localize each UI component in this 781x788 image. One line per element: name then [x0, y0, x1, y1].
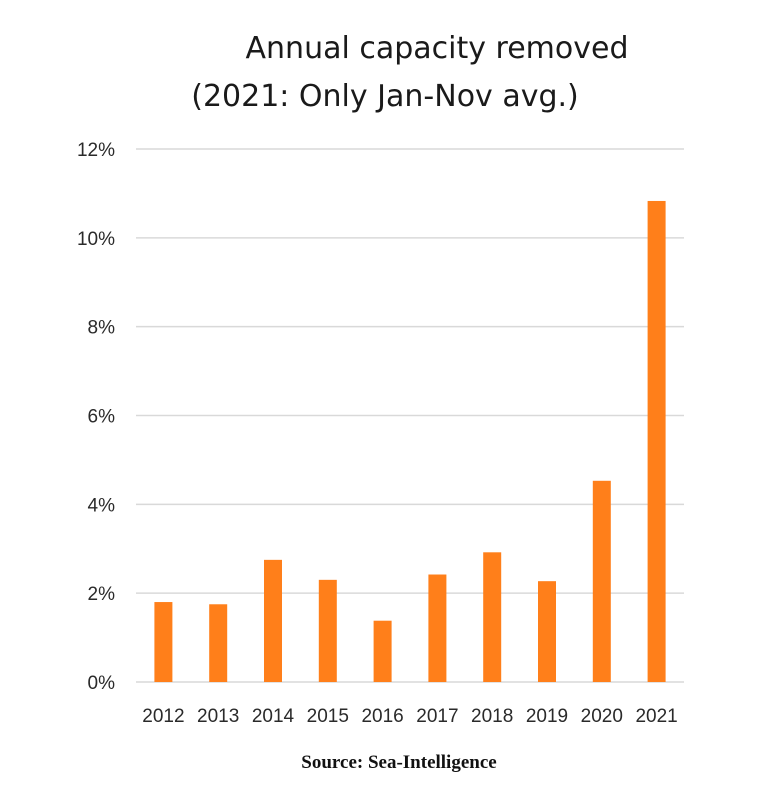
- x-tick-label: 2019: [526, 706, 568, 727]
- bar-2018: [483, 552, 502, 682]
- bar-2014: [264, 559, 282, 682]
- y-tick-label: 2%: [88, 584, 116, 605]
- y-tick-label: 10%: [77, 229, 115, 250]
- y-tick-label: 12%: [77, 140, 115, 161]
- chart-title: Annual capacity removed: [246, 31, 629, 66]
- bar-2016: [373, 620, 392, 682]
- bar-2012: [154, 602, 173, 682]
- x-tick-label: 2021: [635, 706, 677, 727]
- y-axis-ticks: 0% 2% 4% 6% 8% 10% 12%: [77, 140, 115, 694]
- x-tick-label: 2020: [581, 706, 623, 727]
- bar-2021: [647, 200, 666, 682]
- x-tick-label: 2016: [361, 706, 403, 727]
- bar-2019: [538, 581, 556, 682]
- bars: [154, 200, 666, 682]
- bar-2013: [209, 604, 228, 682]
- x-tick-label: 2014: [252, 706, 295, 727]
- bar-2017: [428, 574, 447, 682]
- y-tick-label: 8%: [88, 318, 116, 339]
- x-tick-label: 2018: [471, 706, 513, 727]
- y-tick-label: 4%: [88, 495, 116, 516]
- y-tick-label: 6%: [88, 407, 116, 428]
- x-tick-label: 2012: [142, 706, 184, 727]
- gridlines: [136, 148, 684, 683]
- x-axis-ticks: 2012 2013 2014 2015 2016 2017 2018 2019 2020 2021: [142, 706, 677, 727]
- x-tick-label: 2013: [197, 706, 239, 727]
- x-tick-label: 2017: [416, 706, 458, 727]
- chart-subtitle: (2021: Only Jan-Nov avg.): [191, 79, 579, 114]
- x-tick-label: 2015: [307, 706, 349, 727]
- source-note: Source: Sea-Intelligence: [301, 752, 496, 773]
- bar-2020: [592, 480, 611, 682]
- y-tick-label: 0%: [88, 673, 116, 694]
- bar-2015: [318, 579, 337, 682]
